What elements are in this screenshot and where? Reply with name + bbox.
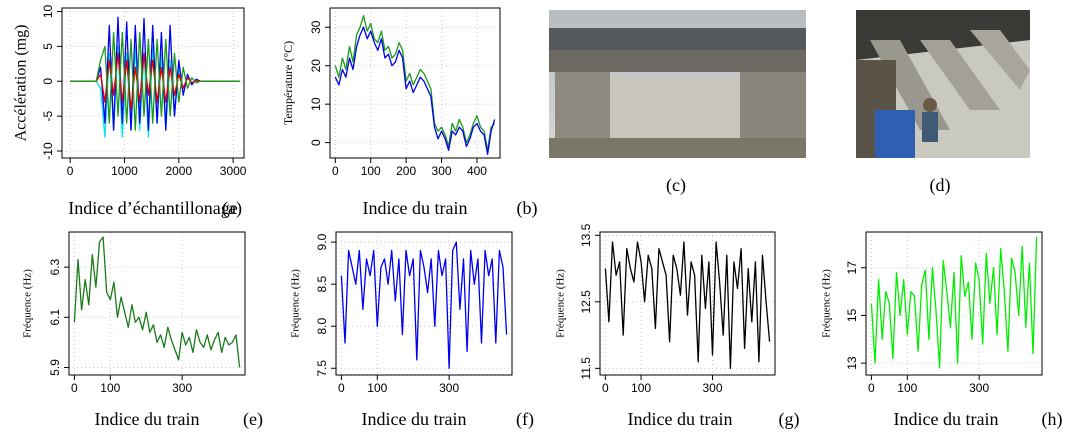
plot-frame: [68, 231, 246, 376]
series-line: [870, 236, 1038, 369]
panel-label: (b): [517, 198, 538, 219]
y-tick-label: 11.5: [579, 357, 593, 380]
x-tick-label: 2000: [165, 164, 192, 178]
x-axis-label: Indice du train: [95, 409, 200, 429]
y-tick-label: -5: [41, 110, 55, 121]
y-tick-label: 6.1: [48, 309, 62, 326]
photo-underside: [856, 10, 1030, 158]
x-tick-label: 0: [67, 164, 74, 178]
panel-label: (c): [666, 175, 686, 196]
x-tick-label: 0: [868, 381, 875, 395]
series-line: [334, 26, 496, 155]
panel-label: (a): [222, 198, 242, 219]
y-axis-label: Accélération (mg): [13, 25, 30, 142]
panel-label: (h): [1042, 409, 1063, 430]
y-tick-label: 17: [845, 261, 859, 275]
x-tick-label: 200: [396, 164, 416, 178]
x-tick-label: 100: [361, 164, 381, 178]
y-tick-label: 5.9: [48, 359, 62, 376]
y-tick-label: -10: [41, 142, 55, 160]
y-tick-label: 12.5: [579, 290, 593, 314]
plot-frame: [61, 7, 245, 159]
x-tick-label: 100: [631, 381, 651, 395]
y-axis-label: Température (°C): [281, 41, 295, 125]
x-axis-label: Indice du train: [363, 198, 468, 218]
x-tick-label: 0: [602, 381, 609, 395]
y-tick-label: 8.0: [315, 318, 329, 335]
y-axis-label: Fréquence (Hz): [290, 269, 302, 338]
photo-bridge: [549, 10, 806, 158]
y-tick-label: 15: [845, 308, 859, 322]
y-tick-label: 9.0: [315, 233, 329, 250]
x-tick-label: 300: [702, 381, 722, 395]
series-line: [340, 241, 508, 369]
plot-frame: [865, 231, 1043, 376]
x-tick-label: 300: [172, 381, 192, 395]
y-tick-label: 7.5: [315, 360, 329, 377]
x-axis-label: Indice du train: [894, 409, 999, 429]
x-tick-label: 100: [897, 381, 917, 395]
series-line: [70, 31, 240, 131]
y-tick-label: 10: [309, 97, 323, 111]
y-tick-label: 8.5: [315, 275, 329, 292]
x-axis-label: Indice d’échantillonage: [68, 198, 237, 218]
plot-frame: [329, 7, 501, 159]
x-axis-label: Indice du train: [362, 409, 467, 429]
x-tick-label: 300: [432, 164, 452, 178]
y-tick-label: 0: [309, 139, 323, 146]
x-tick-label: 300: [439, 381, 459, 395]
y-tick-label: 6.3: [48, 258, 62, 275]
x-tick-label: 0: [338, 381, 345, 395]
y-tick-label: 30: [309, 20, 323, 34]
y-tick-label: 20: [309, 59, 323, 73]
y-tick-label: 10: [41, 4, 55, 18]
y-tick-label: 5: [41, 43, 55, 50]
x-tick-label: 100: [100, 381, 120, 395]
y-tick-label: 0: [41, 78, 55, 85]
panel-label: (d): [930, 175, 951, 196]
y-tick-label: 13: [845, 356, 859, 370]
series-line: [73, 236, 241, 368]
x-tick-label: 1000: [111, 164, 138, 178]
plot-frame: [335, 231, 513, 376]
x-tick-label: 300: [969, 381, 989, 395]
plot-frame: [599, 231, 776, 376]
y-tick-label: 13.5: [579, 223, 593, 247]
panel-label: (g): [779, 409, 800, 430]
series-line: [334, 15, 496, 151]
x-tick-label: 3000: [220, 164, 247, 178]
series-line: [604, 241, 771, 369]
y-axis-label: Fréquence (Hz): [555, 269, 567, 338]
y-axis-label: Fréquence (Hz): [22, 269, 34, 338]
panel-label: (e): [243, 409, 263, 430]
x-tick-label: 0: [71, 381, 78, 395]
y-axis-label: Fréquence (Hz): [821, 269, 833, 338]
x-tick-label: 0: [332, 164, 339, 178]
x-tick-label: 100: [367, 381, 387, 395]
panel-label: (f): [516, 409, 534, 430]
x-tick-label: 400: [467, 164, 487, 178]
x-axis-label: Indice du train: [628, 409, 733, 429]
